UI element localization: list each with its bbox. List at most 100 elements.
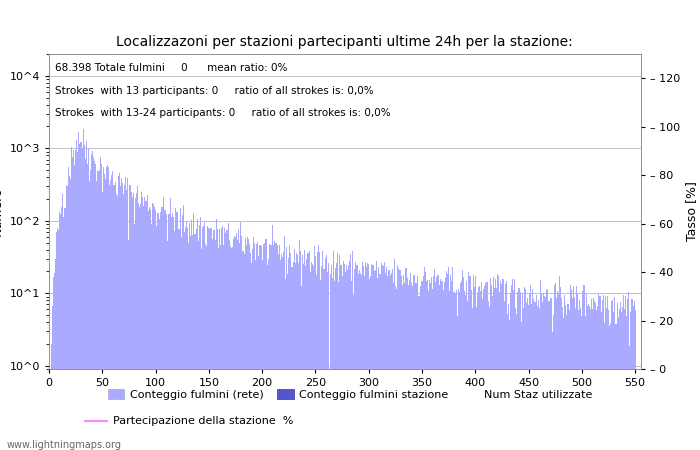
Bar — [222, 226, 223, 450]
Bar — [224, 228, 225, 450]
Bar — [424, 267, 425, 450]
Bar — [304, 250, 305, 450]
Bar — [415, 283, 416, 450]
Bar — [556, 298, 557, 450]
Bar — [115, 182, 116, 450]
Bar — [515, 308, 517, 450]
Bar — [117, 196, 118, 450]
Bar — [164, 210, 166, 450]
Bar — [301, 286, 302, 450]
Bar — [85, 158, 86, 450]
Bar — [141, 192, 142, 450]
Bar — [429, 280, 430, 450]
Bar — [185, 228, 186, 450]
Bar — [588, 305, 589, 450]
Bar — [456, 315, 458, 450]
Bar — [397, 266, 398, 450]
Bar — [229, 240, 230, 450]
Bar — [315, 256, 316, 450]
Bar — [385, 273, 386, 450]
Bar — [190, 236, 191, 450]
Bar — [214, 230, 215, 450]
Bar — [573, 286, 574, 450]
Bar — [356, 265, 358, 450]
Bar — [556, 291, 558, 450]
Bar — [279, 245, 280, 450]
Bar — [176, 212, 177, 450]
Bar — [328, 263, 329, 450]
Bar — [384, 262, 385, 450]
Bar — [570, 290, 572, 450]
Bar — [209, 229, 211, 450]
Bar — [608, 310, 609, 450]
Bar — [186, 221, 187, 450]
Bar — [367, 263, 368, 450]
Bar — [578, 310, 579, 450]
Bar — [187, 228, 188, 450]
Bar — [634, 301, 635, 450]
Bar — [155, 210, 156, 450]
Bar — [490, 278, 491, 450]
Bar — [202, 227, 203, 450]
Text: Strokes  with 13-24 participants: 0     ratio of all strokes is: 0,0%: Strokes with 13-24 participants: 0 ratio… — [55, 108, 391, 117]
Bar — [498, 276, 499, 450]
Bar — [280, 260, 281, 450]
Bar — [365, 262, 366, 450]
Bar — [154, 207, 155, 450]
Bar — [144, 197, 146, 450]
Bar — [477, 292, 478, 450]
Bar — [460, 283, 461, 450]
Bar — [575, 307, 576, 450]
Bar — [197, 241, 199, 450]
Bar — [215, 240, 216, 450]
Bar — [76, 140, 77, 450]
Bar — [347, 270, 348, 450]
Bar — [473, 275, 474, 450]
Bar — [218, 248, 219, 450]
Bar — [329, 369, 330, 450]
Bar — [59, 212, 60, 450]
Bar — [136, 193, 137, 450]
Bar — [56, 232, 57, 450]
Bar — [625, 296, 626, 450]
Bar — [540, 279, 541, 450]
Bar — [330, 274, 331, 450]
Bar — [432, 289, 433, 450]
Bar — [447, 274, 448, 450]
Bar — [253, 238, 254, 450]
Bar — [538, 300, 539, 450]
Bar — [90, 170, 91, 450]
Bar — [180, 208, 181, 450]
Bar — [156, 225, 158, 450]
Bar — [236, 233, 237, 450]
Bar — [109, 185, 111, 450]
Bar — [265, 239, 266, 450]
Bar — [311, 262, 312, 450]
Bar — [302, 255, 303, 450]
Bar — [531, 304, 532, 450]
Bar — [561, 298, 562, 450]
Bar — [559, 276, 560, 450]
Bar — [530, 285, 531, 450]
Bar — [75, 150, 76, 450]
Bar — [481, 282, 482, 450]
Bar — [93, 157, 95, 450]
Bar — [160, 212, 162, 450]
Bar — [377, 278, 378, 450]
Bar — [421, 281, 423, 450]
Bar — [410, 273, 411, 450]
Bar — [183, 205, 184, 450]
Bar — [287, 274, 288, 450]
Bar — [393, 283, 394, 450]
Bar — [474, 287, 475, 450]
Bar — [318, 245, 319, 450]
Bar — [203, 226, 204, 450]
Bar — [470, 290, 472, 450]
Bar — [230, 246, 231, 450]
Bar — [246, 237, 248, 450]
Bar — [596, 310, 597, 450]
Bar — [283, 252, 284, 450]
Bar — [442, 281, 443, 450]
Bar — [351, 281, 352, 450]
Bar — [97, 171, 99, 450]
